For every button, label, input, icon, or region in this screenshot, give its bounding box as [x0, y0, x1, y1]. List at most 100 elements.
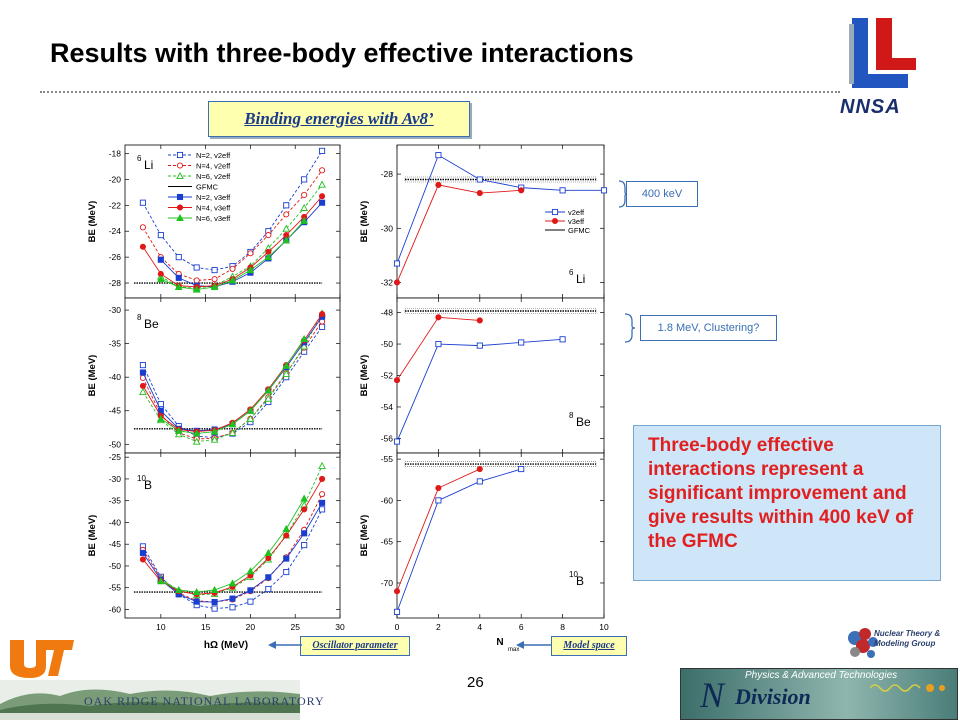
y-tick-label: -56 [381, 433, 394, 443]
data-point [476, 176, 483, 183]
data-point [476, 478, 483, 485]
data-point [300, 334, 309, 342]
x-tick-label: 8 [560, 622, 565, 632]
legend-marker [551, 208, 559, 216]
nucleus-label: Be [144, 317, 159, 331]
x-tick-label: 30 [335, 622, 345, 632]
data-point [211, 605, 218, 612]
series-line [142, 326, 323, 439]
data-point [282, 524, 291, 533]
legend-marker [551, 217, 559, 225]
legend-label: N=4, v2eff [196, 162, 231, 171]
data-point [157, 232, 164, 239]
data-point [559, 336, 566, 343]
y-tick-label: -28 [109, 278, 122, 288]
y-axis-label: BE (MeV) [359, 201, 370, 243]
y-tick-label: -52 [381, 371, 394, 381]
nucleus-label: Li [576, 272, 585, 286]
data-point [228, 579, 237, 587]
data-point [211, 276, 218, 283]
note-400-kev: 400 keV [626, 181, 698, 207]
data-point [393, 260, 401, 267]
x-tick-label: 25 [290, 622, 300, 632]
y-tick-label: -20 [109, 174, 122, 184]
y-tick-label: -35 [109, 339, 122, 349]
data-point [264, 548, 273, 556]
n-division-word: Division [735, 684, 811, 709]
ntmg-logo-icon [848, 628, 878, 658]
series-line [396, 468, 522, 613]
data-point [393, 588, 401, 595]
plot-frame [124, 452, 341, 619]
brace-clustering [624, 313, 636, 343]
data-point [319, 193, 326, 200]
data-point [300, 494, 309, 502]
llnl-logo [846, 14, 918, 94]
legend-label: N=2, v3eff [196, 193, 231, 202]
x-axis-label: hΩ (MeV) [204, 640, 248, 651]
n-division-tagline: Physics & Advanced Technologies [745, 670, 898, 681]
ornl-logo-text: OAK RIDGE NATIONAL LABORATORY [84, 694, 325, 708]
plot-frame [396, 297, 605, 454]
data-point [283, 532, 290, 539]
data-point [319, 323, 326, 330]
nucleus-mass-label: 6 [569, 268, 574, 277]
legend-label: N=6, v2eff [196, 172, 231, 181]
legend-label: v3eff [568, 217, 585, 226]
x-tick-label: 15 [201, 622, 211, 632]
data-point [300, 216, 309, 224]
data-point [559, 187, 566, 194]
data-point [300, 203, 309, 211]
nucleus-mass-label: 8 [137, 313, 142, 322]
data-point [139, 224, 146, 231]
data-point [319, 311, 326, 318]
data-point [229, 265, 236, 272]
data-point [319, 147, 326, 154]
data-point [476, 190, 483, 197]
data-point [174, 426, 183, 434]
data-point [282, 236, 291, 244]
data-point [265, 232, 272, 239]
y-tick-label: -30 [109, 474, 122, 484]
data-point [318, 180, 326, 188]
legend-marker [176, 171, 184, 180]
y-tick-label: -55 [381, 454, 394, 464]
nucleus-label: B [576, 574, 584, 588]
data-point [518, 465, 525, 473]
nucleus-label: Be [576, 415, 591, 429]
summary-box: Three-body effective interactions repres… [633, 425, 941, 581]
x-tick-label: 4 [477, 622, 482, 632]
data-point [393, 279, 401, 286]
legend-label: N=6, v3eff [196, 214, 231, 223]
data-point [157, 256, 164, 263]
data-point [283, 555, 290, 562]
arrow-model-space-icon [516, 641, 552, 649]
data-point [192, 437, 201, 445]
note-clustering: 1.8 MeV, Clustering? [640, 315, 777, 341]
x-tick-label: 6 [519, 622, 524, 632]
data-point [174, 430, 183, 438]
data-point [264, 386, 273, 394]
data-point [476, 317, 483, 324]
data-point [518, 187, 525, 194]
y-tick-label: -50 [109, 561, 122, 571]
data-point [301, 542, 308, 549]
data-point [193, 277, 200, 284]
data-point [139, 556, 146, 563]
nucleus-label: Li [144, 158, 153, 172]
data-point [156, 577, 165, 585]
data-point [247, 250, 254, 257]
data-point [139, 369, 146, 376]
y-tick-label: -35 [109, 496, 122, 506]
x-axis-label-sub: max [508, 647, 519, 653]
data-point [193, 264, 200, 271]
ntmg-logo-text: Nuclear Theory & Modeling Group [874, 629, 941, 648]
data-point [247, 587, 254, 594]
y-tick-label: -45 [109, 406, 122, 416]
data-point [435, 497, 442, 504]
data-point [435, 152, 442, 159]
legend-marker [176, 213, 184, 222]
data-point [246, 266, 255, 274]
y-tick-label: -50 [109, 439, 122, 449]
data-point [228, 428, 237, 436]
